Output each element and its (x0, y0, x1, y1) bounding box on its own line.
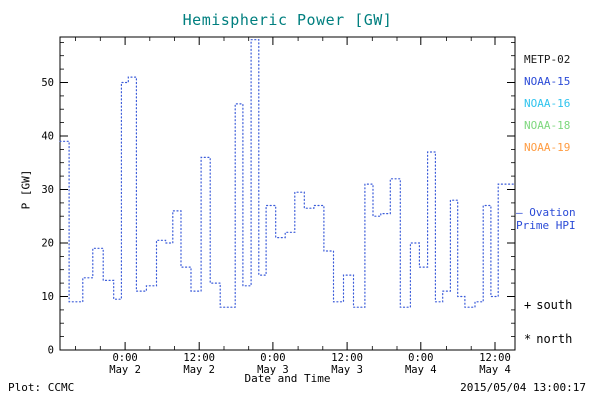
svg-text:40: 40 (41, 131, 54, 143)
svg-text:10: 10 (41, 291, 54, 303)
y-axis-label: P [GW] (19, 169, 33, 210)
x-axis-label: Date and Time (244, 372, 331, 385)
svg-text:0:00: 0:00 (408, 352, 433, 364)
plot-timestamp: 2015/05/04 13:00:17 (460, 381, 586, 394)
satellite-legend: METP-02 NOAA-15 NOAA-16 NOAA-18 NOAA-19 (524, 49, 570, 159)
svg-text:12:00: 12:00 (331, 352, 363, 364)
ovation-legend-line1: Ovation (529, 206, 576, 219)
svg-text:20: 20 (41, 238, 54, 250)
south-marker-legend: + south (524, 298, 572, 312)
svg-text:0:00: 0:00 (112, 352, 137, 364)
svg-text:May 2: May 2 (183, 364, 215, 376)
legend-item-metp02: METP-02 (524, 53, 571, 66)
north-label: north (536, 332, 573, 346)
svg-text:0:00: 0:00 (260, 352, 285, 364)
svg-text:May 3: May 3 (257, 364, 289, 376)
south-label: south (536, 298, 573, 312)
svg-text:30: 30 (41, 184, 54, 196)
svg-text:0: 0 (48, 345, 54, 357)
chart-title: Hemispheric Power [GW] (182, 11, 393, 29)
legend-item-noaa16: NOAA-16 (524, 97, 571, 110)
legend-item-noaa18: NOAA-18 (524, 119, 571, 132)
svg-text:May 2: May 2 (109, 364, 141, 376)
svg-text:May 4: May 4 (479, 364, 511, 376)
legend-item-noaa15: NOAA-15 (524, 75, 571, 88)
svg-text:May 4: May 4 (405, 364, 437, 376)
plot-credit: Plot: CCMC (8, 381, 75, 394)
svg-text:May 3: May 3 (331, 364, 363, 376)
line-sample-icon: — (516, 206, 523, 219)
svg-text:50: 50 (41, 77, 54, 89)
svg-text:12:00: 12:00 (183, 352, 215, 364)
asterisk-marker-icon: * (524, 332, 532, 346)
plus-marker-icon: + (524, 298, 532, 312)
ovation-prime-legend: — Ovation Prime HPI (516, 206, 576, 232)
north-marker-legend: * north (524, 332, 572, 346)
svg-text:12:00: 12:00 (479, 352, 511, 364)
ovation-legend-line2: Prime HPI (516, 219, 576, 232)
legend-item-noaa19: NOAA-19 (524, 141, 571, 154)
